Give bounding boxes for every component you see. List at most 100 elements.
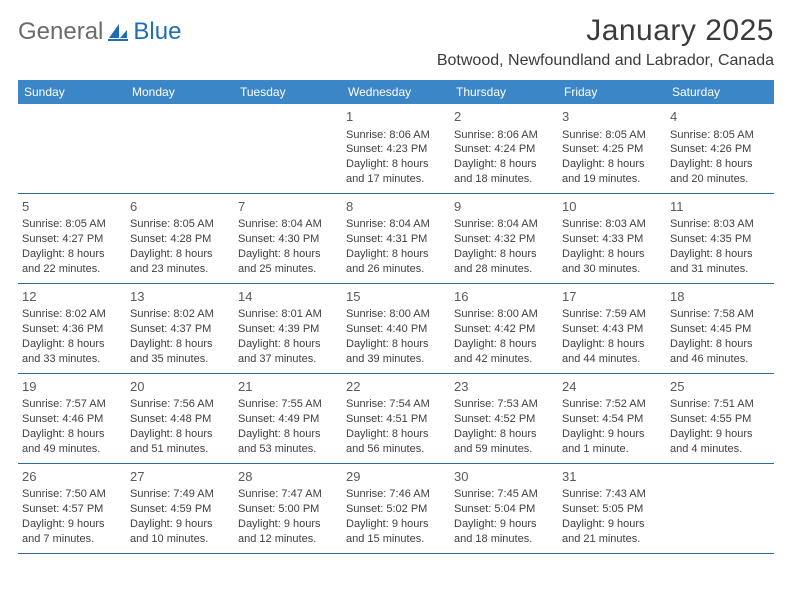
- day-number: 7: [238, 198, 338, 216]
- sunrise-line: Sunrise: 8:04 AM: [238, 217, 338, 232]
- day-cell: 30Sunrise: 7:45 AMSunset: 5:04 PMDayligh…: [450, 464, 558, 553]
- day-cell: 26Sunrise: 7:50 AMSunset: 4:57 PMDayligh…: [18, 464, 126, 553]
- sunrise-line: Sunrise: 8:04 AM: [346, 217, 446, 232]
- sunset-line: Sunset: 4:43 PM: [562, 322, 662, 337]
- day-number: 12: [22, 288, 122, 306]
- sunset-line: Sunset: 4:55 PM: [670, 412, 770, 427]
- sunrise-line: Sunrise: 7:56 AM: [130, 397, 230, 412]
- sunset-line: Sunset: 4:57 PM: [22, 502, 122, 517]
- sunrise-line: Sunrise: 8:03 AM: [670, 217, 770, 232]
- sunset-line: Sunset: 4:54 PM: [562, 412, 662, 427]
- sunrise-line: Sunrise: 8:05 AM: [670, 128, 770, 143]
- day-cell: 7Sunrise: 8:04 AMSunset: 4:30 PMDaylight…: [234, 194, 342, 283]
- day-cell: [234, 104, 342, 193]
- sunset-line: Sunset: 4:28 PM: [130, 232, 230, 247]
- day-cell: 14Sunrise: 8:01 AMSunset: 4:39 PMDayligh…: [234, 284, 342, 373]
- logo-text-general: General: [18, 18, 103, 46]
- sunrise-line: Sunrise: 8:00 AM: [454, 307, 554, 322]
- sunrise-line: Sunrise: 7:47 AM: [238, 487, 338, 502]
- sunset-line: Sunset: 4:30 PM: [238, 232, 338, 247]
- day-cell: 12Sunrise: 8:02 AMSunset: 4:36 PMDayligh…: [18, 284, 126, 373]
- day-number: 2: [454, 108, 554, 126]
- day-cell: 15Sunrise: 8:00 AMSunset: 4:40 PMDayligh…: [342, 284, 450, 373]
- daylight-line: Daylight: 8 hours and 30 minutes.: [562, 247, 662, 277]
- sunrise-line: Sunrise: 8:01 AM: [238, 307, 338, 322]
- sunrise-line: Sunrise: 7:58 AM: [670, 307, 770, 322]
- sunrise-line: Sunrise: 7:53 AM: [454, 397, 554, 412]
- sunset-line: Sunset: 4:25 PM: [562, 142, 662, 157]
- day-number: 16: [454, 288, 554, 306]
- daylight-line: Daylight: 8 hours and 20 minutes.: [670, 157, 770, 187]
- sunset-line: Sunset: 4:32 PM: [454, 232, 554, 247]
- daylight-line: Daylight: 8 hours and 53 minutes.: [238, 427, 338, 457]
- logo-text-blue: Blue: [133, 18, 181, 46]
- sunrise-line: Sunrise: 8:00 AM: [346, 307, 446, 322]
- day-cell: 8Sunrise: 8:04 AMSunset: 4:31 PMDaylight…: [342, 194, 450, 283]
- sunset-line: Sunset: 5:05 PM: [562, 502, 662, 517]
- day-number: 10: [562, 198, 662, 216]
- daylight-line: Daylight: 9 hours and 7 minutes.: [22, 517, 122, 547]
- sunrise-line: Sunrise: 7:50 AM: [22, 487, 122, 502]
- sunrise-line: Sunrise: 8:05 AM: [22, 217, 122, 232]
- daylight-line: Daylight: 8 hours and 19 minutes.: [562, 157, 662, 187]
- day-cell: 31Sunrise: 7:43 AMSunset: 5:05 PMDayligh…: [558, 464, 666, 553]
- daylight-line: Daylight: 8 hours and 25 minutes.: [238, 247, 338, 277]
- daylight-line: Daylight: 8 hours and 37 minutes.: [238, 337, 338, 367]
- daylight-line: Daylight: 8 hours and 59 minutes.: [454, 427, 554, 457]
- day-number: 5: [22, 198, 122, 216]
- day-number: 6: [130, 198, 230, 216]
- sunrise-line: Sunrise: 7:46 AM: [346, 487, 446, 502]
- day-number: 30: [454, 468, 554, 486]
- day-cell: 18Sunrise: 7:58 AMSunset: 4:45 PMDayligh…: [666, 284, 774, 373]
- sunset-line: Sunset: 4:31 PM: [346, 232, 446, 247]
- sunset-line: Sunset: 4:35 PM: [670, 232, 770, 247]
- daylight-line: Daylight: 8 hours and 46 minutes.: [670, 337, 770, 367]
- daylight-line: Daylight: 8 hours and 28 minutes.: [454, 247, 554, 277]
- sunset-line: Sunset: 4:45 PM: [670, 322, 770, 337]
- day-cell: 1Sunrise: 8:06 AMSunset: 4:23 PMDaylight…: [342, 104, 450, 193]
- sunset-line: Sunset: 4:46 PM: [22, 412, 122, 427]
- sunset-line: Sunset: 4:27 PM: [22, 232, 122, 247]
- daylight-line: Daylight: 8 hours and 49 minutes.: [22, 427, 122, 457]
- week-row: 1 Sunrise: 8:06 AMSunset: 4:23 PM Daylight…: [18, 104, 774, 194]
- daylight-line: Daylight: 9 hours and 18 minutes.: [454, 517, 554, 547]
- sunset-line: Sunset: 5:02 PM: [346, 502, 446, 517]
- day-number: 3: [562, 108, 662, 126]
- day-number: 14: [238, 288, 338, 306]
- day-of-week-header: SundayMondayTuesdayWednesdayThursdayFrid…: [18, 80, 774, 104]
- day-number: 23: [454, 378, 554, 396]
- day-number: 28: [238, 468, 338, 486]
- sunset-line: Sunset: 4:48 PM: [130, 412, 230, 427]
- daylight-line: Daylight: 9 hours and 4 minutes.: [670, 427, 770, 457]
- day-number: 13: [130, 288, 230, 306]
- day-cell: [18, 104, 126, 193]
- day-cell: 19Sunrise: 7:57 AMSunset: 4:46 PMDayligh…: [18, 374, 126, 463]
- sunrise-line: Sunrise: 7:55 AM: [238, 397, 338, 412]
- sunset-line: Sunset: 5:00 PM: [238, 502, 338, 517]
- daylight-line: Daylight: 8 hours and 22 minutes.: [22, 247, 122, 277]
- daylight-line: Daylight: 8 hours and 56 minutes.: [346, 427, 446, 457]
- sunrise-line: Sunrise: 7:51 AM: [670, 397, 770, 412]
- sunset-line: Sunset: 5:04 PM: [454, 502, 554, 517]
- daylight-line: Daylight: 8 hours and 42 minutes.: [454, 337, 554, 367]
- day-number: 20: [130, 378, 230, 396]
- day-number: 17: [562, 288, 662, 306]
- day-number: 1: [346, 108, 446, 126]
- day-cell: 3Sunrise: 8:05 AMSunset: 4:25 PMDaylight…: [558, 104, 666, 193]
- day-of-week-cell: Wednesday: [342, 80, 450, 104]
- sunset-line: Sunset: 4:36 PM: [22, 322, 122, 337]
- sunset-line: Sunset: 4:40 PM: [346, 322, 446, 337]
- day-number: 22: [346, 378, 446, 396]
- sunrise-line: Sunrise: 8:06 AM: [346, 128, 446, 143]
- day-cell: 9Sunrise: 8:04 AMSunset: 4:32 PMDaylight…: [450, 194, 558, 283]
- daylight-line: Daylight: 8 hours and 44 minutes.: [562, 337, 662, 367]
- day-number: 9: [454, 198, 554, 216]
- sunset-line: Sunset: 4:23 PM: [346, 142, 446, 157]
- sunrise-line: Sunrise: 8:02 AM: [130, 307, 230, 322]
- daylight-line: Daylight: 9 hours and 21 minutes.: [562, 517, 662, 547]
- sunrise-line: Sunrise: 7:45 AM: [454, 487, 554, 502]
- daylight-line: Daylight: 9 hours and 1 minute.: [562, 427, 662, 457]
- title-block: January 2025 Botwood, Newfoundland and L…: [437, 14, 774, 70]
- day-cell: [666, 464, 774, 553]
- daylight-line: Daylight: 8 hours and 31 minutes.: [670, 247, 770, 277]
